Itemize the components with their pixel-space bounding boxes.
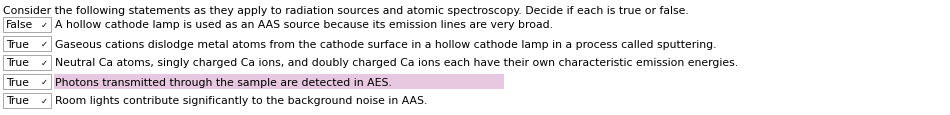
Bar	[3, 56, 51, 70]
Bar	[3, 74, 51, 89]
Text: ✓: ✓	[41, 77, 48, 86]
Bar	[3, 37, 51, 52]
Text: Consider the following statements as they apply to radiation sources and atomic : Consider the following statements as the…	[3, 6, 689, 16]
Bar	[54, 74, 504, 89]
Text: ✓: ✓	[41, 40, 48, 49]
Text: Room lights contribute significantly to the background noise in AAS.: Room lights contribute significantly to …	[55, 96, 428, 106]
Text: True: True	[6, 39, 29, 49]
Bar	[3, 18, 51, 33]
Text: Neutral Ca atoms, singly charged Ca ions, and doubly charged Ca ions each have t: Neutral Ca atoms, singly charged Ca ions…	[55, 58, 738, 68]
Text: False: False	[6, 20, 33, 30]
Text: A hollow cathode lamp is used as an AAS source because its emission lines are ve: A hollow cathode lamp is used as an AAS …	[55, 20, 553, 30]
Text: ✓: ✓	[41, 59, 48, 67]
Text: True: True	[6, 58, 29, 68]
Text: ✓: ✓	[41, 96, 48, 105]
Text: Gaseous cations dislodge metal atoms from the cathode surface in a hollow cathod: Gaseous cations dislodge metal atoms fro…	[55, 39, 716, 49]
Text: True: True	[6, 96, 29, 106]
Text: True: True	[6, 77, 29, 87]
Text: ✓: ✓	[41, 21, 48, 30]
Text: Photons transmitted through the sample are detected in AES.: Photons transmitted through the sample a…	[55, 77, 391, 87]
Bar	[3, 93, 51, 108]
